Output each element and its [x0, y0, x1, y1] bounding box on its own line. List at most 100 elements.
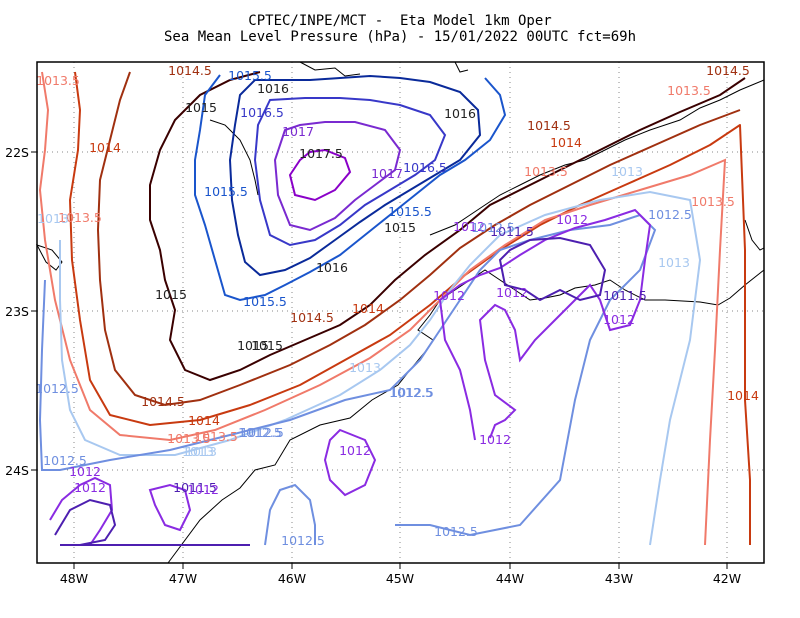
- isobar-label: 1014.5: [290, 310, 334, 325]
- isobar-label: 1014: [550, 135, 582, 150]
- x-tick-47w: 47W: [169, 571, 197, 586]
- isobar-label: 1015: [251, 338, 283, 353]
- isobar-label: 1011.5: [603, 288, 647, 303]
- isobar-label: 1012.5: [43, 453, 87, 468]
- isobar-label: 1012.5: [240, 425, 284, 440]
- isobar-label: 1017: [282, 124, 314, 139]
- isobar-labels: 1013.510141013.51012.51014.510151015.510…: [35, 63, 759, 548]
- isobar-label: 1013: [611, 164, 643, 179]
- isobar-1012-5: [264, 483, 316, 546]
- isobar-label: 1016.5: [240, 105, 284, 120]
- isobar-label: 1013: [658, 255, 690, 270]
- isobar-label: 1012.5: [238, 425, 282, 440]
- isobar-label: 1015.5: [243, 294, 287, 309]
- isobar-label: 1014: [727, 388, 759, 403]
- y-tick-23s: 23S: [5, 304, 29, 319]
- isobar-1011-5: [498, 236, 607, 302]
- isobar-label: 1016.5: [403, 160, 447, 175]
- isobar-1015: [149, 71, 746, 382]
- isobar-label: 1015.5: [228, 68, 272, 83]
- map-title: CPTEC/INPE/MCT - Eta Model 1km Oper: [248, 13, 552, 29]
- isobar-label: 1013.5: [691, 194, 735, 209]
- isobar-1014-5: [96, 71, 741, 407]
- isobar-label: 1013.5: [667, 83, 711, 98]
- x-tick-42w: 42W: [713, 571, 741, 586]
- isobar-label: 1012: [453, 219, 485, 234]
- isobar-label: 1013: [185, 444, 217, 459]
- isobar-1011-5: [54, 498, 117, 546]
- isobar-label: 1012: [74, 480, 106, 495]
- isobar-label: 1014.5: [527, 118, 571, 133]
- isobar-1012-5: [38, 213, 657, 537]
- isobar-1017: [273, 121, 402, 232]
- isobar-label: 1013.5: [194, 429, 238, 444]
- isobar-label: 1013: [37, 211, 69, 226]
- isobar-label: 1012.5: [390, 385, 434, 400]
- isobar-1017-5: [288, 148, 352, 202]
- isobar-1012: [439, 299, 476, 441]
- isobar-label: 1014.5: [168, 63, 212, 78]
- x-tick-43w: 43W: [605, 571, 633, 586]
- isobar-label: 1017: [371, 166, 403, 181]
- y-tick-22s: 22S: [5, 145, 29, 160]
- isobar-1016-5: [253, 97, 447, 247]
- isobar-label: 1015.5: [204, 184, 248, 199]
- isobar-label: 1014.5: [706, 63, 750, 78]
- isobar-label: 1013.5: [58, 210, 102, 225]
- isobar-label: 1012: [603, 312, 635, 327]
- isobar-1013: [59, 190, 702, 546]
- isobar-label: 1013.5: [36, 73, 80, 88]
- isobar-label: 1015: [185, 100, 217, 115]
- isobar-label: 1011.5: [173, 480, 217, 495]
- x-tick-48w: 48W: [60, 571, 88, 586]
- isobar-label: 1012.5: [471, 220, 515, 235]
- isobar-1012: [323, 428, 377, 497]
- isobar-label: 1012.5: [648, 207, 692, 222]
- isobar-label: 1011.5: [490, 224, 534, 239]
- isobar-label: 1013.5: [524, 164, 568, 179]
- isobar-label: 1012: [479, 432, 511, 447]
- isobar-label: 1014.5: [141, 394, 185, 409]
- isobar-label: 1016: [316, 260, 348, 275]
- isobar-1012: [49, 476, 114, 546]
- isobar-label: 1015: [155, 287, 187, 302]
- lat-lon-grid: [37, 62, 764, 563]
- isobar-label: 1013: [182, 444, 214, 459]
- isobar-label: 1012.5: [281, 533, 325, 548]
- isobar-label: 1012: [187, 482, 219, 497]
- x-tick-45w: 45W: [386, 571, 414, 586]
- isobar-label: 1012: [433, 288, 465, 303]
- isobar-1013-5: [38, 71, 727, 546]
- map-subtitle: Sea Mean Level Pressure (hPa) - 15/01/20…: [163, 29, 636, 45]
- x-axis-labels: 48W 47W 46W 45W 44W 43W 42W: [60, 571, 741, 586]
- isobar-1012: [439, 208, 652, 439]
- isobar-1012: [148, 483, 192, 532]
- isobar-label: 1015.5: [388, 204, 432, 219]
- isobar-lines: [38, 71, 751, 546]
- axis-ticks: [31, 151, 728, 569]
- y-tick-24s: 24S: [5, 463, 29, 478]
- isobar-label: 1013: [349, 360, 381, 375]
- y-axis-labels: 22S 23S 24S: [5, 145, 29, 478]
- isobar-1014: [69, 71, 751, 545]
- isobar-label: 1016: [257, 81, 289, 96]
- isobar-label: 1012.5: [389, 385, 433, 400]
- isobar-label: 1014: [89, 140, 121, 155]
- isobar-label: 1015: [237, 338, 269, 353]
- isobar-label: 1012: [339, 443, 371, 458]
- isobar-label: 1012.5: [35, 381, 79, 396]
- isobar-label: 1012: [556, 212, 588, 227]
- isobar-label: 1017.5: [299, 146, 343, 161]
- isobar-label: 1015: [384, 220, 416, 235]
- isobar-1016: [228, 74, 482, 277]
- x-tick-46w: 46W: [278, 571, 306, 586]
- isobar-label: 1012: [69, 464, 101, 479]
- isobar-label: 1012.5: [434, 524, 478, 539]
- isobar-label: 1014: [352, 301, 384, 316]
- isobar-label: 1012: [496, 285, 528, 300]
- isobar-label: 1014: [188, 413, 220, 428]
- isobar-label: 1013.5: [167, 431, 211, 446]
- isobar-label: 1016: [444, 106, 476, 121]
